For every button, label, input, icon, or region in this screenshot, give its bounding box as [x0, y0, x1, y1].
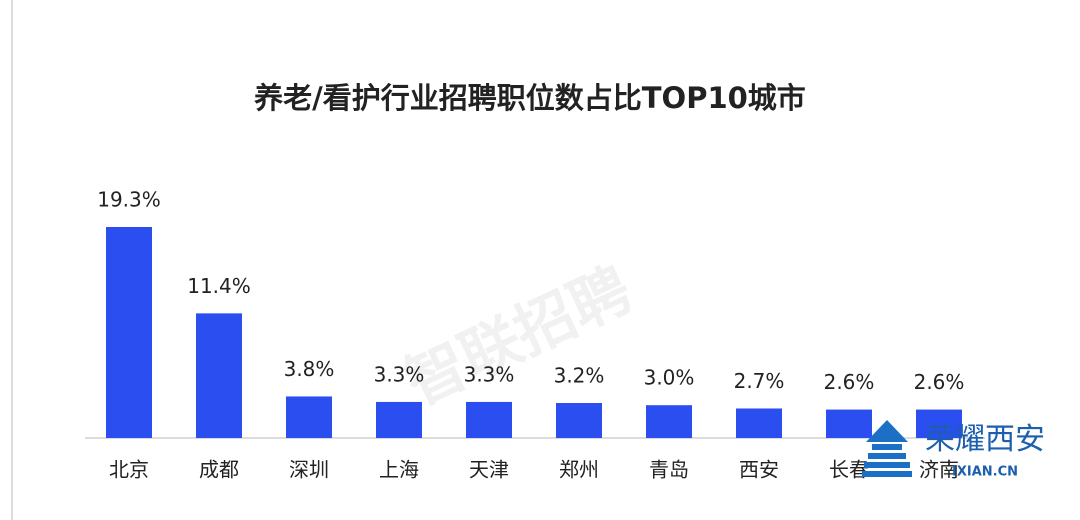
chart-title: 养老/看护行业招聘职位数占比TOP10城市	[254, 81, 806, 115]
bar	[376, 401, 422, 438]
x-tick-label: 北京	[109, 458, 149, 482]
value-label: 2.6%	[824, 370, 875, 394]
value-label: 11.4%	[187, 274, 251, 298]
logo: 荣耀西安 IXIAN.CN	[862, 420, 1045, 480]
bar	[196, 313, 242, 438]
bar	[106, 227, 152, 438]
value-label: 3.3%	[464, 362, 515, 386]
value-label: 19.3%	[97, 188, 161, 212]
value-label: 2.7%	[734, 369, 785, 393]
x-tick-label: 西安	[739, 458, 779, 482]
bar	[736, 408, 782, 438]
x-tick-label: 郑州	[559, 458, 599, 482]
bar	[826, 409, 872, 438]
logo-bar	[872, 444, 902, 450]
value-label: 3.8%	[284, 357, 335, 381]
bars: 19.3% 北京 11.4% 成都 3.8% 深圳 3.3% 上海 3.3% 天津 3.2% 郑州 3.…	[97, 188, 964, 482]
x-tick-label: 长春	[829, 458, 869, 482]
logo-roof	[866, 420, 908, 442]
value-label: 3.0%	[644, 366, 695, 390]
x-tick-label: 济南	[919, 458, 959, 482]
bar	[916, 409, 962, 438]
x-tick-label: 深圳	[289, 458, 329, 482]
x-tick-label: 上海	[379, 458, 419, 482]
bar	[646, 405, 692, 438]
x-tick-label: 成都	[199, 458, 239, 482]
logo-bar	[864, 462, 910, 468]
bar	[466, 401, 512, 438]
value-label: 3.2%	[554, 364, 605, 388]
logo-title: 荣耀西安	[925, 423, 1045, 456]
logo-site: IXIAN.CN	[952, 465, 1018, 480]
value-label: 2.6%	[914, 370, 965, 394]
logo-bar	[868, 453, 906, 459]
x-tick-label: 青岛	[649, 458, 689, 482]
bar	[286, 396, 332, 438]
bar	[556, 403, 602, 438]
logo-bar	[862, 471, 912, 477]
value-label: 3.3%	[374, 362, 425, 386]
x-tick-label: 天津	[469, 458, 509, 482]
